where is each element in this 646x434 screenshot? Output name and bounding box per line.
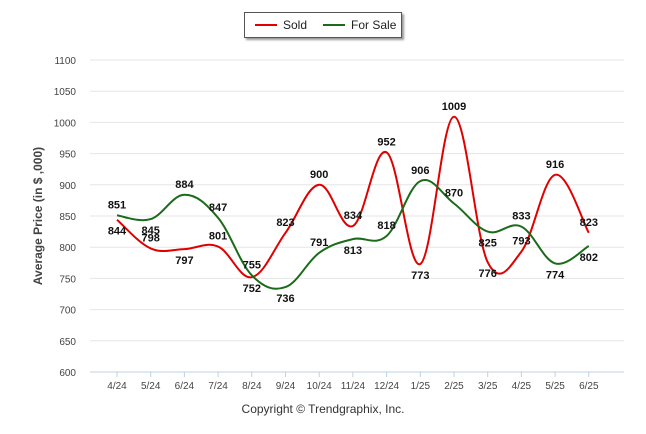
data-label-sold: 900 — [310, 169, 328, 181]
data-label-for-sale: 825 — [479, 238, 497, 250]
x-tick-label: 9/24 — [276, 381, 296, 392]
y-tick-label: 1050 — [54, 87, 77, 98]
data-label-sold: 752 — [243, 283, 261, 295]
data-label-sold: 916 — [546, 159, 564, 171]
data-label-sold: 798 — [142, 232, 160, 244]
data-label-for-sale: 813 — [344, 245, 362, 257]
data-label-for-sale: 736 — [276, 293, 294, 305]
x-tick-label: 4/24 — [107, 381, 127, 392]
y-tick-label: 800 — [59, 243, 76, 254]
x-tick-label: 8/24 — [242, 381, 262, 392]
series-line-for-sale — [116, 179, 590, 290]
copyright-credit: Copyright © Trendgraphix, Inc. — [241, 402, 405, 416]
data-label-for-sale: 802 — [580, 252, 598, 264]
y-tick-label: 950 — [59, 150, 76, 161]
y-axis-title: Average Price (in $ ,000) — [31, 146, 45, 286]
data-label-for-sale: 851 — [108, 199, 126, 211]
x-tick-label: 2/25 — [444, 381, 464, 392]
data-label-sold: 834 — [344, 210, 363, 222]
data-label-sold: 801 — [209, 231, 227, 243]
legend-swatch-sold — [255, 24, 277, 26]
data-label-for-sale: 774 — [546, 269, 565, 281]
series-lines — [116, 115, 590, 290]
gridlines — [90, 59, 624, 373]
y-tick-label: 850 — [59, 212, 76, 223]
data-label-sold: 844 — [108, 226, 127, 238]
y-tick-label: 700 — [59, 306, 76, 317]
data-label-sold: 823 — [276, 217, 294, 229]
data-label-sold: 823 — [580, 217, 598, 229]
x-tick-label: 12/24 — [374, 381, 399, 392]
data-label-sold: 773 — [411, 270, 429, 282]
data-label-sold: 952 — [377, 136, 395, 148]
y-tick-label: 900 — [59, 181, 76, 192]
legend-item-for-sale[interactable]: For Sale — [323, 18, 396, 32]
data-label-sold: 797 — [175, 255, 193, 267]
x-tick-label: 11/24 — [341, 381, 366, 392]
x-tick-label: 5/25 — [545, 381, 565, 392]
y-tick-label: 650 — [59, 337, 76, 348]
data-label-sold: 793 — [512, 236, 530, 248]
x-tick-label: 5/24 — [141, 381, 161, 392]
data-label-for-sale: 906 — [411, 165, 429, 177]
legend-item-sold[interactable]: Sold — [255, 18, 307, 32]
y-tick-label: 600 — [59, 368, 76, 379]
data-label-for-sale: 847 — [209, 202, 227, 214]
y-tick-label: 750 — [59, 274, 76, 285]
x-tick-label: 7/24 — [208, 381, 228, 392]
x-tick-label: 6/25 — [579, 381, 599, 392]
x-tick-label: 3/25 — [478, 381, 498, 392]
data-label-for-sale: 845 — [142, 225, 160, 237]
data-label-sold: 776 — [479, 268, 497, 280]
data-labels: 844 798 797 801 752 823 900 834 952 773 1009 776 793… — [108, 101, 598, 305]
data-label-for-sale: 870 — [445, 188, 463, 200]
data-label-for-sale: 833 — [512, 211, 530, 223]
legend-swatch-for-sale — [323, 24, 346, 26]
data-label-sold: 1009 — [442, 101, 466, 113]
y-tick-label: 1100 — [54, 56, 76, 67]
y-tick-label: 1000 — [54, 118, 77, 129]
legend: Sold For Sale — [244, 12, 402, 38]
x-tick-label: 6/24 — [175, 381, 195, 392]
data-label-for-sale: 884 — [175, 179, 194, 191]
legend-label-for-sale: For Sale — [351, 18, 397, 32]
data-label-for-sale: 818 — [377, 220, 395, 232]
legend-label-sold: Sold — [283, 18, 308, 32]
x-tick-label: 1/25 — [411, 381, 431, 392]
x-tick-label: 10/24 — [307, 381, 332, 392]
x-tick-label: 4/25 — [512, 381, 532, 392]
series-line-sold — [116, 115, 590, 279]
data-label-for-sale: 755 — [243, 259, 261, 271]
data-label-for-sale: 791 — [310, 237, 328, 249]
axes: 600 650 700 750 800 850 900 950 1000 1050 1100 4/24… — [54, 56, 624, 392]
